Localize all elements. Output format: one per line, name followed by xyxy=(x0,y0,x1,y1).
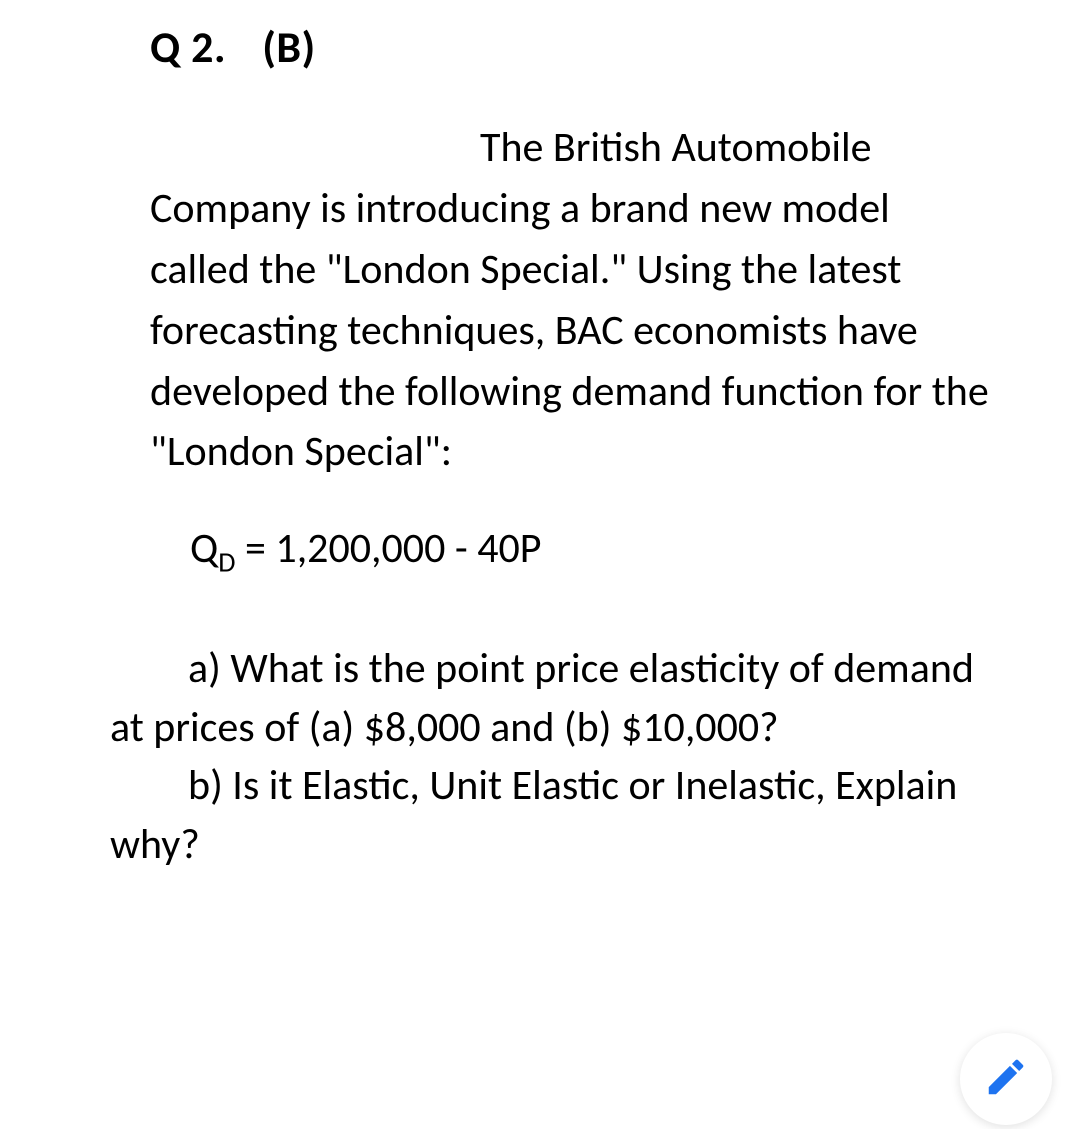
question-part-label: (B) xyxy=(262,20,316,74)
equation-rhs: = 1,200,000 - 40P xyxy=(236,523,542,574)
question-intro-text: The British Automobile Company is introd… xyxy=(150,118,990,483)
edit-button[interactable] xyxy=(960,1033,1052,1125)
question-number: Q 2. xyxy=(150,20,226,74)
question-header: Q 2. (B) xyxy=(150,20,990,74)
question-part-a: a) What is the point price elasticity of… xyxy=(110,640,990,758)
question-page: Q 2. (B) The British Automobile Company i… xyxy=(110,20,990,875)
equation-lhs-var: Q xyxy=(190,523,218,574)
equation-lhs-sub: D xyxy=(218,545,235,580)
pencil-icon xyxy=(983,1054,1029,1105)
question-part-b: b) Is it Elastic, Unit Elastic or Inelas… xyxy=(110,757,990,875)
demand-equation: QD = 1,200,000 - 40P xyxy=(190,523,990,579)
